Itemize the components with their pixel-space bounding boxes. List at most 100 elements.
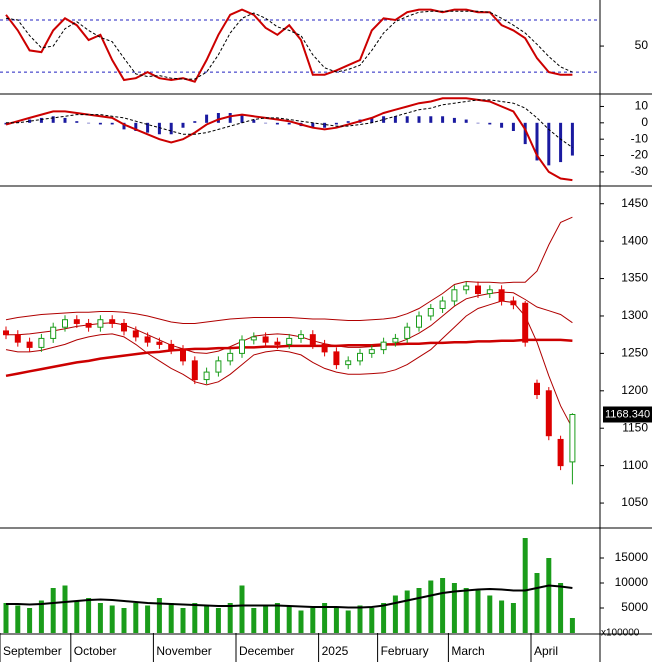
- histogram-bar: [346, 121, 350, 123]
- candle-body: [416, 315, 422, 328]
- x-tick-label: April: [534, 644, 558, 658]
- y-tick-label: 15000: [615, 550, 649, 564]
- histogram-bar: [559, 122, 563, 163]
- candle-body: [321, 343, 328, 353]
- y-tick-label: 10: [635, 99, 649, 113]
- volume-bar: [156, 598, 162, 633]
- histogram-bar: [39, 117, 43, 123]
- candle-body: [38, 337, 45, 348]
- candle-body: [392, 337, 399, 343]
- candle-body: [144, 336, 151, 343]
- y-tick-label: 1250: [621, 346, 648, 360]
- histogram-bar: [476, 122, 480, 124]
- candle-body: [203, 371, 210, 381]
- histogram-bar: [146, 122, 150, 133]
- volume-bar: [168, 603, 174, 633]
- candle-body: [97, 319, 104, 328]
- y-tick-label: -30: [631, 164, 649, 178]
- indicator-line: [5, 8, 573, 83]
- unit-label: x100000: [601, 628, 640, 639]
- histogram-bar: [205, 114, 209, 123]
- volume-ma: [6, 584, 573, 609]
- x-tick-label: December: [239, 644, 294, 658]
- x-tick-label: October: [74, 644, 117, 658]
- y-tick-label: 1400: [621, 233, 648, 247]
- histogram-bar: [523, 122, 527, 145]
- histogram-bar: [157, 122, 161, 135]
- y-tick-label: 5000: [621, 600, 648, 614]
- x-tick-label: September: [3, 644, 62, 658]
- y-tick-label: -20: [631, 148, 649, 162]
- y-tick-label: 1300: [621, 308, 648, 322]
- candle-body: [357, 352, 363, 362]
- histogram-bar: [452, 117, 456, 123]
- y-tick-label: 10000: [615, 575, 649, 589]
- y-tick-label: 1450: [621, 196, 648, 210]
- histogram-bar: [51, 116, 55, 123]
- volume-bar: [487, 595, 493, 633]
- volume-bar: [499, 600, 505, 633]
- y-tick-label: 1200: [621, 383, 648, 397]
- y-tick-label: 1050: [621, 495, 648, 509]
- histogram-bar: [275, 122, 279, 125]
- volume-bar: [192, 603, 198, 633]
- candle-body: [345, 360, 352, 366]
- histogram-bar: [216, 113, 220, 123]
- volume-bar: [345, 610, 351, 633]
- histogram-bar: [134, 122, 138, 131]
- candle-body: [309, 334, 316, 345]
- y-tick-label: 1150: [622, 420, 648, 434]
- histogram-bar: [110, 122, 114, 125]
- candle-body: [522, 302, 529, 343]
- volume-bar: [133, 603, 139, 633]
- candle-body: [569, 413, 576, 463]
- volume-bar: [50, 588, 56, 633]
- histogram-bar: [417, 116, 421, 123]
- histogram-bar: [287, 122, 291, 125]
- volume-bar: [522, 538, 528, 633]
- histogram-bar: [169, 122, 173, 135]
- histogram-bar: [488, 122, 492, 125]
- volume-bar: [558, 583, 564, 633]
- volume-bar: [404, 590, 410, 633]
- candle-body: [475, 285, 481, 295]
- volume-bar: [416, 588, 422, 633]
- candle-body: [534, 382, 540, 396]
- histogram-bar: [252, 119, 256, 123]
- histogram-bar: [511, 122, 515, 131]
- x-tick-label: March: [451, 644, 484, 658]
- candle-body: [50, 326, 57, 339]
- candle-body: [227, 352, 234, 362]
- candle-body: [510, 300, 517, 306]
- y-tick-label: 0: [641, 115, 648, 129]
- volume-bar: [227, 603, 233, 633]
- x-tick-label: November: [156, 644, 211, 658]
- y-tick-label: -10: [631, 131, 649, 145]
- x-tick-label: February: [381, 644, 429, 658]
- volume-bar: [27, 608, 33, 633]
- volume-bar: [381, 603, 387, 633]
- volume-bar: [274, 603, 280, 633]
- candle-body: [109, 319, 116, 324]
- y-tick-label: 1100: [622, 458, 648, 472]
- candle-body: [486, 289, 493, 295]
- candle-body: [239, 339, 245, 354]
- histogram-bar: [500, 122, 504, 128]
- volume-bar: [121, 608, 127, 633]
- histogram-bar: [193, 121, 197, 123]
- volume-bar: [534, 573, 540, 633]
- volume-bar: [510, 603, 516, 633]
- candle-body: [286, 337, 293, 345]
- candle-body: [380, 341, 387, 351]
- histogram-bar: [87, 122, 91, 124]
- histogram-bar: [28, 119, 32, 123]
- candle-body: [498, 289, 505, 302]
- candle-body: [121, 322, 127, 332]
- candle-body: [451, 289, 458, 302]
- volume-bar: [298, 610, 304, 633]
- volume-bar: [310, 608, 316, 633]
- histogram-bar: [370, 117, 374, 123]
- volume-bar: [239, 585, 245, 633]
- histogram-bar: [547, 122, 551, 166]
